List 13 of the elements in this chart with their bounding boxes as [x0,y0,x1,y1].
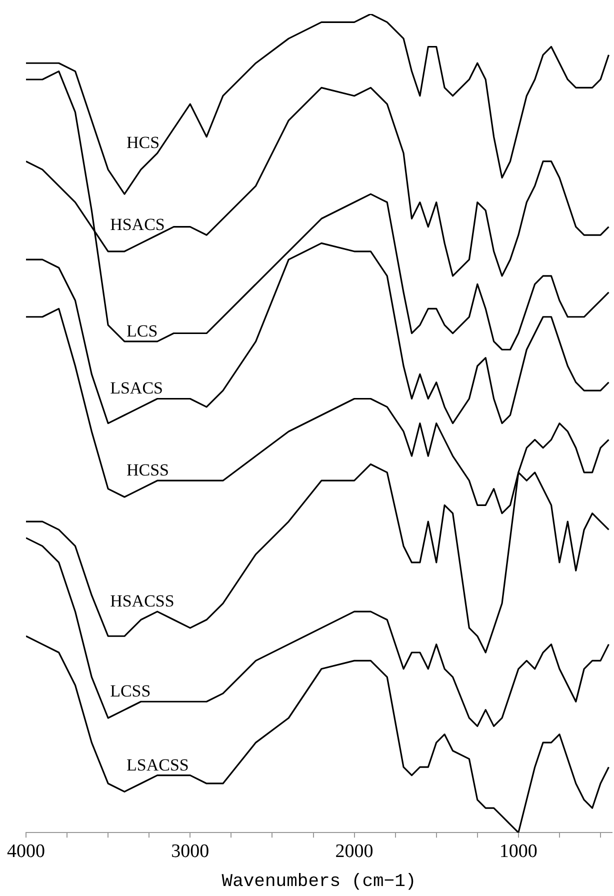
x-tick-label: 3000 [171,840,210,862]
series-label: HSACSS [110,592,174,611]
series-label: LCS [126,321,158,340]
x-tick-label: 4000 [7,840,45,862]
series-label: LCSS [110,682,151,701]
series-label: HCS [126,133,160,152]
x-axis-title: Wavenumbers (cm−1) [222,872,416,892]
x-tick-label: 2000 [335,840,374,862]
x-tick-label: 1000 [499,840,538,862]
series-label: HCSS [126,460,170,480]
series-label: LSACS [110,378,163,398]
series-label: LSACSS [126,755,189,774]
series-label: HSACS [110,215,165,234]
